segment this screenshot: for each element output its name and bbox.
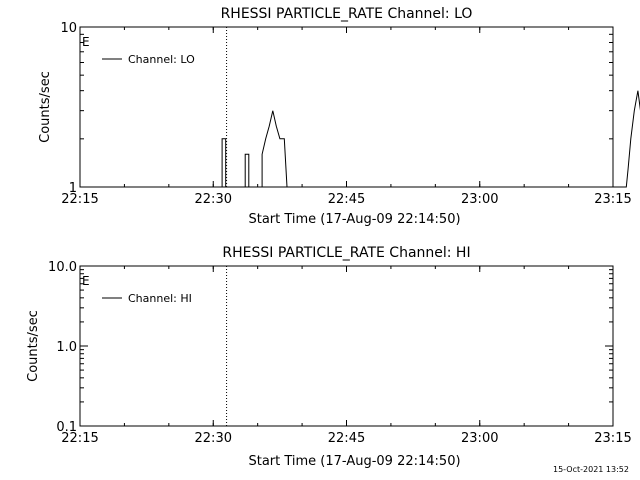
x-tick-label: 22:30 (195, 192, 232, 207)
x-tick-label: 23:15 (594, 431, 631, 446)
x-tick-label: 23:00 (461, 431, 498, 446)
x-tick-label: 23:15 (594, 192, 631, 207)
x-axis-label: Start Time (17-Aug-09 22:14:50) (248, 212, 460, 227)
y-axis-label: Counts/sec (38, 71, 53, 143)
series-line (213, 90, 640, 188)
plot-frame (79, 26, 614, 188)
x-tick-label: 22:45 (328, 431, 365, 446)
event-marker-label: E (82, 274, 90, 288)
x-tick-label: 22:30 (195, 431, 232, 446)
x-tick-label: 23:00 (461, 192, 498, 207)
x-tick-label: 22:45 (328, 192, 365, 207)
legend-label: Channel: HI (128, 292, 192, 305)
x-axis-label: Start Time (17-Aug-09 22:14:50) (248, 454, 460, 469)
legend-label: Channel: LO (128, 53, 195, 66)
chart-panel-1: RHESSI PARTICLE_RATE Channel: LO 22:15 22:… (38, 6, 640, 227)
y-axis-label: Counts/sec (26, 310, 41, 382)
chart-panel-2: RHESSI PARTICLE_RATE Channel: HI 22:15 22:… (26, 245, 632, 469)
chart-title: RHESSI PARTICLE_RATE Channel: HI (222, 245, 470, 261)
y-tick-label: 0.1 (56, 420, 77, 435)
x-tick-label: 22:15 (61, 192, 98, 207)
y-tick-label: 10 (60, 21, 77, 36)
y-tick-label: 1 (69, 181, 77, 196)
generation-timestamp: 15-Oct-2021 13:52 (553, 465, 629, 474)
plot-frame (79, 265, 614, 427)
event-marker-label: E (82, 35, 90, 49)
chart-title: RHESSI PARTICLE_RATE Channel: LO (221, 6, 473, 22)
y-tick-label: 1.0 (56, 340, 77, 355)
x-tick-label: 22:15 (61, 431, 98, 446)
y-tick-label: 10.0 (48, 260, 77, 275)
